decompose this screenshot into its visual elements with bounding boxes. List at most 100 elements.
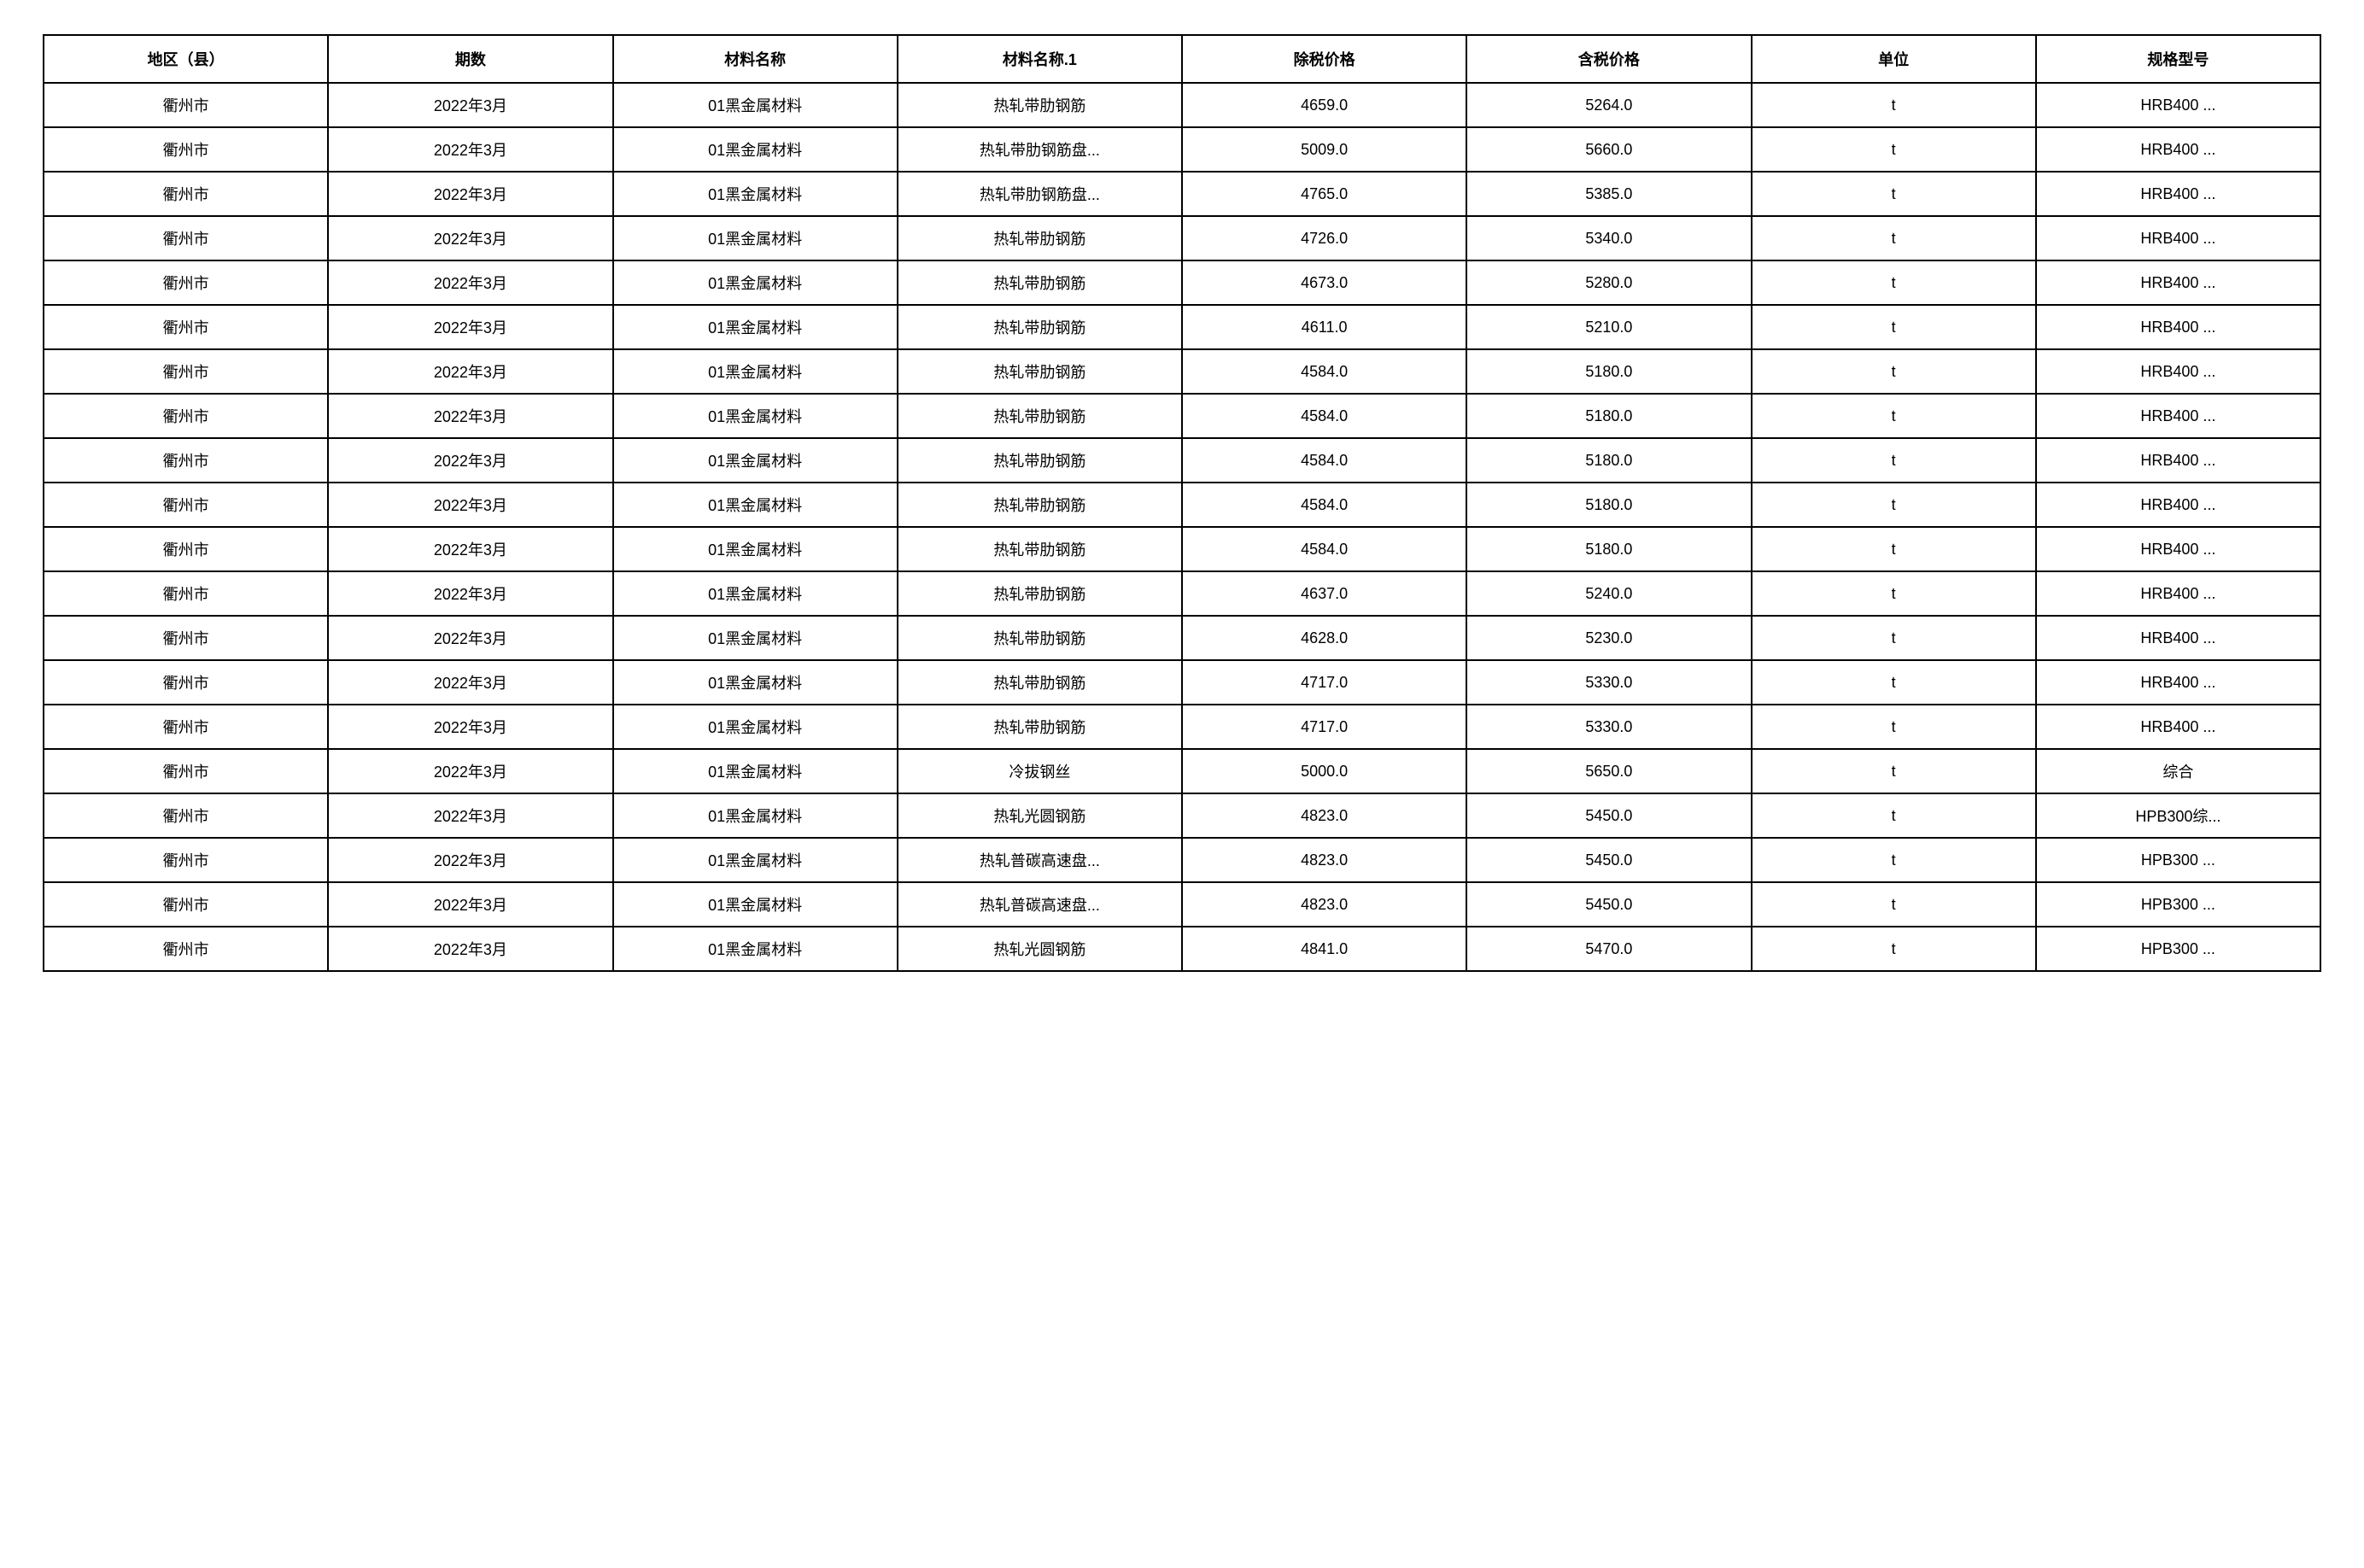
cell-material-name-1: 热轧带肋钢筋 xyxy=(898,305,1182,349)
table-row: 衢州市2022年3月01黑金属材料热轧带肋钢筋4611.05210.0tHRB4… xyxy=(44,305,2320,349)
cell-period: 2022年3月 xyxy=(328,394,612,438)
cell-price-incl-tax: 5230.0 xyxy=(1466,616,1751,660)
cell-unit: t xyxy=(1752,483,2036,527)
cell-price-incl-tax: 5660.0 xyxy=(1466,127,1751,172)
cell-material-name: 01黑金属材料 xyxy=(613,749,898,793)
cell-material-name-1: 冷拔钢丝 xyxy=(898,749,1182,793)
cell-material-name: 01黑金属材料 xyxy=(613,216,898,260)
cell-period: 2022年3月 xyxy=(328,882,612,927)
cell-material-name: 01黑金属材料 xyxy=(613,172,898,216)
cell-material-name-1: 热轧带肋钢筋 xyxy=(898,349,1182,394)
cell-unit: t xyxy=(1752,927,2036,971)
cell-unit: t xyxy=(1752,660,2036,705)
cell-unit: t xyxy=(1752,349,2036,394)
cell-material-name: 01黑金属材料 xyxy=(613,349,898,394)
cell-price-incl-tax: 5450.0 xyxy=(1466,793,1751,838)
cell-price-excl-tax: 4765.0 xyxy=(1182,172,1466,216)
cell-period: 2022年3月 xyxy=(328,749,612,793)
table-row: 衢州市2022年3月01黑金属材料热轧带肋钢筋4628.05230.0tHRB4… xyxy=(44,616,2320,660)
cell-period: 2022年3月 xyxy=(328,438,612,483)
cell-spec-model: HRB400 ... xyxy=(2036,172,2320,216)
cell-material-name: 01黑金属材料 xyxy=(613,127,898,172)
cell-price-excl-tax: 4823.0 xyxy=(1182,838,1466,882)
cell-price-incl-tax: 5180.0 xyxy=(1466,527,1751,571)
table-row: 衢州市2022年3月01黑金属材料热轧带肋钢筋盘...5009.05660.0t… xyxy=(44,127,2320,172)
table-row: 衢州市2022年3月01黑金属材料热轧带肋钢筋4584.05180.0tHRB4… xyxy=(44,527,2320,571)
cell-spec-model: HRB400 ... xyxy=(2036,527,2320,571)
cell-region: 衢州市 xyxy=(44,793,328,838)
cell-price-incl-tax: 5330.0 xyxy=(1466,660,1751,705)
cell-region: 衢州市 xyxy=(44,438,328,483)
cell-spec-model: HRB400 ... xyxy=(2036,483,2320,527)
cell-material-name-1: 热轧带肋钢筋 xyxy=(898,260,1182,305)
cell-region: 衢州市 xyxy=(44,527,328,571)
cell-material-name-1: 热轧普碳高速盘... xyxy=(898,882,1182,927)
cell-material-name: 01黑金属材料 xyxy=(613,838,898,882)
cell-unit: t xyxy=(1752,438,2036,483)
cell-spec-model: HRB400 ... xyxy=(2036,571,2320,616)
cell-period: 2022年3月 xyxy=(328,793,612,838)
cell-price-excl-tax: 4637.0 xyxy=(1182,571,1466,616)
cell-price-incl-tax: 5240.0 xyxy=(1466,571,1751,616)
table-row: 衢州市2022年3月01黑金属材料冷拔钢丝5000.05650.0t综合 xyxy=(44,749,2320,793)
cell-unit: t xyxy=(1752,838,2036,882)
cell-period: 2022年3月 xyxy=(328,127,612,172)
cell-material-name-1: 热轧带肋钢筋 xyxy=(898,527,1182,571)
cell-unit: t xyxy=(1752,83,2036,127)
cell-price-excl-tax: 4717.0 xyxy=(1182,660,1466,705)
cell-spec-model: HPB300综... xyxy=(2036,793,2320,838)
cell-material-name: 01黑金属材料 xyxy=(613,882,898,927)
cell-price-excl-tax: 5009.0 xyxy=(1182,127,1466,172)
cell-region: 衢州市 xyxy=(44,749,328,793)
table-row: 衢州市2022年3月01黑金属材料热轧带肋钢筋盘...4765.05385.0t… xyxy=(44,172,2320,216)
cell-price-incl-tax: 5470.0 xyxy=(1466,927,1751,971)
table-row: 衢州市2022年3月01黑金属材料热轧普碳高速盘...4823.05450.0t… xyxy=(44,838,2320,882)
cell-material-name: 01黑金属材料 xyxy=(613,616,898,660)
cell-region: 衢州市 xyxy=(44,349,328,394)
cell-spec-model: HRB400 ... xyxy=(2036,127,2320,172)
col-region: 地区（县） xyxy=(44,35,328,83)
cell-price-incl-tax: 5180.0 xyxy=(1466,349,1751,394)
cell-price-incl-tax: 5210.0 xyxy=(1466,305,1751,349)
cell-period: 2022年3月 xyxy=(328,616,612,660)
cell-period: 2022年3月 xyxy=(328,483,612,527)
cell-price-excl-tax: 4823.0 xyxy=(1182,882,1466,927)
table-row: 衢州市2022年3月01黑金属材料热轧普碳高速盘...4823.05450.0t… xyxy=(44,882,2320,927)
table-row: 衢州市2022年3月01黑金属材料热轧带肋钢筋4717.05330.0tHRB4… xyxy=(44,705,2320,749)
cell-unit: t xyxy=(1752,127,2036,172)
cell-material-name: 01黑金属材料 xyxy=(613,394,898,438)
cell-spec-model: HPB300 ... xyxy=(2036,838,2320,882)
cell-period: 2022年3月 xyxy=(328,927,612,971)
cell-region: 衢州市 xyxy=(44,483,328,527)
cell-unit: t xyxy=(1752,305,2036,349)
cell-region: 衢州市 xyxy=(44,172,328,216)
col-period: 期数 xyxy=(328,35,612,83)
table-row: 衢州市2022年3月01黑金属材料热轧光圆钢筋4823.05450.0tHPB3… xyxy=(44,793,2320,838)
cell-price-excl-tax: 4584.0 xyxy=(1182,349,1466,394)
cell-price-excl-tax: 4717.0 xyxy=(1182,705,1466,749)
cell-unit: t xyxy=(1752,882,2036,927)
table-row: 衢州市2022年3月01黑金属材料热轧带肋钢筋4584.05180.0tHRB4… xyxy=(44,394,2320,438)
cell-price-incl-tax: 5280.0 xyxy=(1466,260,1751,305)
cell-period: 2022年3月 xyxy=(328,260,612,305)
cell-region: 衢州市 xyxy=(44,83,328,127)
table-row: 衢州市2022年3月01黑金属材料热轧带肋钢筋4584.05180.0tHRB4… xyxy=(44,483,2320,527)
cell-period: 2022年3月 xyxy=(328,660,612,705)
cell-material-name-1: 热轧带肋钢筋 xyxy=(898,660,1182,705)
cell-material-name-1: 热轧带肋钢筋 xyxy=(898,616,1182,660)
cell-material-name: 01黑金属材料 xyxy=(613,571,898,616)
cell-region: 衢州市 xyxy=(44,394,328,438)
cell-period: 2022年3月 xyxy=(328,216,612,260)
cell-price-incl-tax: 5180.0 xyxy=(1466,438,1751,483)
cell-material-name-1: 热轧带肋钢筋盘... xyxy=(898,127,1182,172)
cell-region: 衢州市 xyxy=(44,838,328,882)
cell-price-incl-tax: 5450.0 xyxy=(1466,838,1751,882)
cell-spec-model: HPB300 ... xyxy=(2036,882,2320,927)
col-price-incl-tax: 含税价格 xyxy=(1466,35,1751,83)
cell-spec-model: HRB400 ... xyxy=(2036,216,2320,260)
cell-period: 2022年3月 xyxy=(328,305,612,349)
cell-material-name-1: 热轧带肋钢筋 xyxy=(898,571,1182,616)
cell-unit: t xyxy=(1752,216,2036,260)
cell-unit: t xyxy=(1752,705,2036,749)
col-unit: 单位 xyxy=(1752,35,2036,83)
